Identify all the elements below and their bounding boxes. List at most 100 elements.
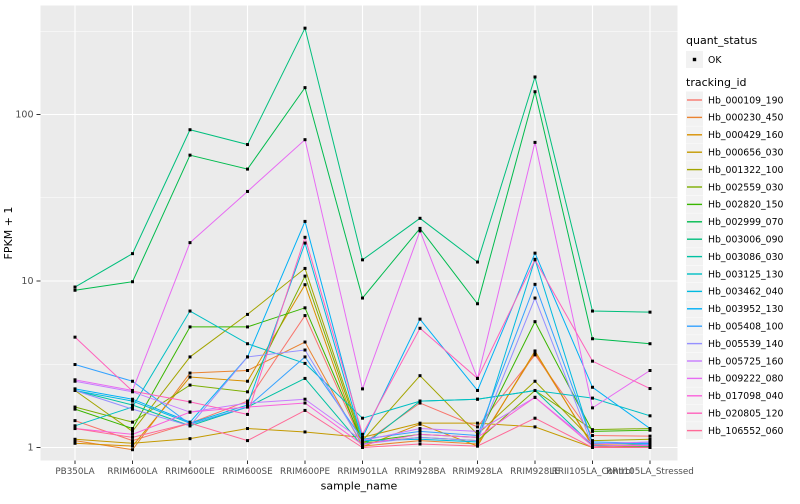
legend-label: Hb_017098_040 bbox=[708, 391, 784, 402]
data-point bbox=[591, 442, 594, 446]
data-point bbox=[361, 416, 364, 420]
data-point bbox=[131, 280, 134, 284]
data-point bbox=[246, 167, 249, 171]
data-point bbox=[188, 355, 192, 359]
data-point bbox=[131, 427, 134, 431]
data-point bbox=[648, 369, 652, 373]
data-point bbox=[246, 401, 249, 405]
data-point bbox=[246, 189, 249, 193]
legend-label: Hb_003462_040 bbox=[708, 287, 784, 298]
data-point bbox=[361, 387, 364, 391]
x-tick-label: RRIM928LE bbox=[510, 467, 560, 477]
data-point bbox=[648, 387, 652, 391]
x-tick-label: RRIM928BA bbox=[394, 467, 445, 477]
data-point bbox=[303, 235, 307, 239]
legend: quant_status OK tracking_id Hb_000109_190 Hb… bbox=[686, 34, 784, 440]
data-point bbox=[303, 241, 307, 245]
y-tick-label: 100 bbox=[15, 110, 33, 121]
data-point bbox=[476, 444, 479, 448]
data-point bbox=[188, 153, 192, 157]
data-point bbox=[188, 383, 192, 387]
legend-entry-Hb_009222_080: Hb_009222_080 bbox=[686, 369, 784, 387]
legend-entry-Hb_106552_060: Hb_106552_060 bbox=[686, 422, 784, 440]
data-point bbox=[73, 407, 77, 411]
data-point bbox=[418, 229, 422, 233]
legend-entry-Hb_000230_450: Hb_000230_450 bbox=[686, 108, 784, 126]
data-point bbox=[131, 432, 134, 436]
data-point bbox=[131, 379, 134, 383]
data-point bbox=[73, 427, 77, 431]
data-point bbox=[648, 427, 652, 431]
legend-label: Hb_005725_160 bbox=[708, 356, 784, 367]
x-tick-label: RRII105LA_Stressed bbox=[606, 467, 694, 477]
data-point bbox=[131, 405, 134, 409]
data-point bbox=[246, 369, 249, 373]
data-point bbox=[418, 317, 422, 321]
data-point bbox=[533, 75, 537, 79]
data-point bbox=[533, 425, 537, 429]
legend-label: Hb_002999_070 bbox=[708, 217, 784, 228]
data-point bbox=[648, 428, 652, 432]
data-point bbox=[73, 419, 77, 423]
data-point bbox=[246, 312, 249, 316]
data-point bbox=[591, 446, 594, 449]
data-point bbox=[418, 421, 422, 425]
legend-label: Hb_003952_130 bbox=[708, 304, 784, 315]
data-point bbox=[131, 429, 134, 433]
legend-entry-Hb_005539_140: Hb_005539_140 bbox=[686, 335, 784, 353]
data-point bbox=[246, 412, 249, 416]
data-point bbox=[418, 435, 422, 439]
legend-entry-Hb_003462_040: Hb_003462_040 bbox=[686, 282, 784, 300]
data-point bbox=[533, 282, 537, 286]
data-point bbox=[476, 421, 479, 425]
data-point bbox=[648, 437, 652, 441]
data-point bbox=[246, 355, 249, 359]
data-point bbox=[418, 427, 422, 431]
legend-entry-Hb_002999_070: Hb_002999_070 bbox=[686, 213, 784, 231]
data-point bbox=[533, 349, 537, 353]
data-point bbox=[476, 439, 479, 443]
legend-entry-Hb_003952_130: Hb_003952_130 bbox=[686, 300, 784, 318]
data-point bbox=[591, 406, 594, 410]
data-point bbox=[188, 309, 192, 313]
y-axis-title: FPKM + 1 bbox=[2, 207, 15, 260]
data-point bbox=[73, 388, 77, 392]
data-point bbox=[131, 439, 134, 443]
data-point bbox=[591, 428, 594, 432]
x-tick-label: RRIM901LA bbox=[337, 467, 387, 477]
data-point bbox=[131, 389, 134, 393]
gridlines bbox=[40, 5, 678, 461]
data-point bbox=[418, 216, 422, 220]
data-point bbox=[73, 441, 77, 445]
legend-entry-Hb_003006_090: Hb_003006_090 bbox=[686, 230, 784, 248]
data-point bbox=[131, 448, 134, 452]
data-point bbox=[361, 435, 364, 439]
data-point bbox=[303, 138, 307, 142]
data-point bbox=[131, 420, 134, 424]
legend-entry-Hb_000429_160: Hb_000429_160 bbox=[686, 126, 784, 144]
axis-ticks bbox=[36, 114, 651, 464]
data-point bbox=[188, 241, 192, 245]
data-point bbox=[361, 432, 364, 436]
x-tick-label: RRIM600LE bbox=[165, 467, 215, 477]
x-tick-label: RRIM600LA bbox=[107, 467, 157, 477]
data-point bbox=[648, 440, 652, 444]
data-point bbox=[246, 325, 249, 329]
legend-label: Hb_001322_100 bbox=[708, 165, 784, 176]
data-point bbox=[533, 320, 537, 324]
legend-entry-Hb_000109_190: Hb_000109_190 bbox=[686, 91, 784, 109]
legend-label: Hb_003006_090 bbox=[708, 235, 784, 246]
data-point bbox=[591, 429, 594, 433]
legend-label: Hb_000656_030 bbox=[708, 148, 784, 159]
data-point bbox=[73, 437, 77, 441]
data-point bbox=[418, 226, 422, 230]
data-point bbox=[533, 258, 537, 262]
data-point bbox=[73, 405, 77, 409]
data-point bbox=[476, 376, 479, 380]
data-point bbox=[303, 340, 307, 344]
data-point bbox=[246, 342, 249, 346]
data-point bbox=[476, 397, 479, 401]
data-point bbox=[476, 425, 479, 429]
legend-label: Hb_020805_120 bbox=[708, 409, 784, 420]
data-point bbox=[188, 421, 192, 425]
